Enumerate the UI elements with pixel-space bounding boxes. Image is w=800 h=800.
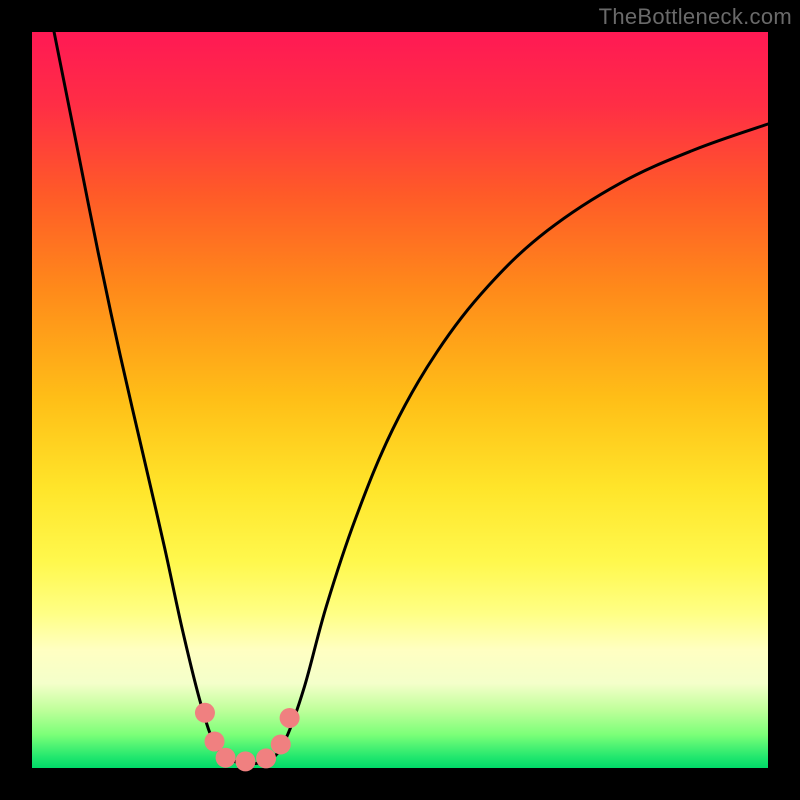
plot-background <box>32 32 768 768</box>
marker-point <box>235 751 255 771</box>
bottleneck-chart <box>0 0 800 800</box>
marker-point <box>280 708 300 728</box>
marker-point <box>271 734 291 754</box>
marker-point <box>205 732 225 752</box>
marker-point <box>216 748 236 768</box>
watermark-text: TheBottleneck.com <box>599 4 792 30</box>
marker-point <box>195 703 215 723</box>
marker-point <box>256 748 276 768</box>
